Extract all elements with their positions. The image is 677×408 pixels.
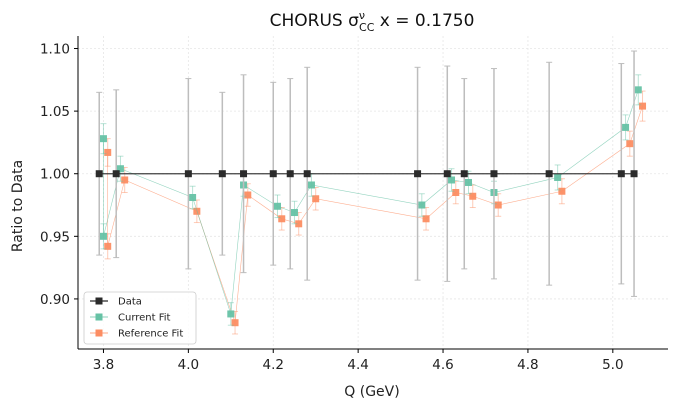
data-point xyxy=(303,170,311,178)
data-point xyxy=(465,178,473,186)
data-point xyxy=(634,86,642,94)
data-point xyxy=(494,201,502,209)
data-point xyxy=(227,310,235,318)
data-point xyxy=(112,170,120,178)
legend-marker xyxy=(95,313,103,321)
data-point xyxy=(554,173,562,181)
data-point xyxy=(630,170,638,178)
data-point xyxy=(558,187,566,195)
x-tick-label: 4.2 xyxy=(263,357,284,373)
chart-title: CHORUS σν CC x = 0.1750 xyxy=(270,9,475,34)
axes: 3.8 4.0 4.2 4.4 4.6 4.8 5.0 0.90 0.95 1.00 1.05 1.1… xyxy=(40,36,668,373)
title-subscript: CC xyxy=(359,21,375,34)
data-point xyxy=(639,102,647,110)
legend-label: Data xyxy=(118,297,142,308)
y-tick-label: 1.10 xyxy=(40,42,70,58)
data-point xyxy=(452,189,460,196)
legend-label: Current Fit xyxy=(118,313,171,324)
data-point xyxy=(240,170,248,178)
data-point xyxy=(278,215,286,223)
plot-area xyxy=(95,50,647,335)
title-superscript: ν xyxy=(359,9,365,22)
data-point xyxy=(290,209,298,217)
legend-label: Reference Fit xyxy=(118,329,183,340)
data-point xyxy=(244,191,252,199)
y-tick-label: 0.90 xyxy=(40,292,70,308)
y-tick-label: 0.95 xyxy=(40,229,70,245)
data-point xyxy=(104,242,112,250)
series-line xyxy=(103,89,639,315)
data-point xyxy=(545,170,553,178)
series-data xyxy=(95,50,638,297)
data-point xyxy=(617,170,625,178)
x-tick-label: 4.8 xyxy=(517,357,538,373)
data-point xyxy=(99,232,107,240)
x-tick-label: 4.6 xyxy=(432,357,453,373)
data-point xyxy=(95,170,103,178)
data-point xyxy=(448,176,456,184)
x-tick-label: 5.0 xyxy=(602,357,623,373)
x-tick-label: 4.0 xyxy=(178,357,199,373)
y-tick-label: 1.00 xyxy=(40,167,70,183)
legend-entry: Current Fit xyxy=(90,313,171,324)
data-point xyxy=(286,170,294,178)
data-point xyxy=(273,202,281,210)
data-point xyxy=(231,319,239,327)
x-tick-label: 3.8 xyxy=(93,357,114,373)
legend-marker xyxy=(95,297,103,305)
data-point xyxy=(184,170,192,178)
legend-marker xyxy=(95,329,103,337)
series-current-fit xyxy=(99,74,642,326)
x-axis-label: Q (GeV) xyxy=(344,384,399,400)
data-point xyxy=(469,192,477,200)
data-point xyxy=(104,148,112,156)
data-point xyxy=(626,140,634,148)
data-point xyxy=(418,201,426,209)
legend: Data Current Fit Reference Fit xyxy=(83,291,197,345)
data-point xyxy=(99,135,107,143)
legend-box xyxy=(83,291,197,345)
data-point xyxy=(307,181,315,189)
data-point xyxy=(490,170,498,178)
legend-entry: Data xyxy=(90,297,142,308)
legend-entry: Reference Fit xyxy=(90,329,183,340)
title-suffix: x = 0.1750 xyxy=(374,11,474,31)
data-point xyxy=(189,194,197,202)
data-point xyxy=(295,220,303,228)
data-point xyxy=(622,123,630,131)
y-axis-label: Ratio to Data xyxy=(10,160,26,252)
data-point xyxy=(312,195,320,203)
data-point xyxy=(414,170,422,178)
x-tick-label: 4.4 xyxy=(347,357,368,373)
data-point xyxy=(121,176,129,184)
data-point xyxy=(422,215,430,223)
y-tick-label: 1.05 xyxy=(40,104,70,120)
data-point xyxy=(218,170,226,178)
data-point xyxy=(443,170,451,178)
data-point xyxy=(460,170,468,178)
data-point xyxy=(116,165,124,173)
title-main: CHORUS σ xyxy=(270,11,359,31)
data-point xyxy=(269,170,277,178)
